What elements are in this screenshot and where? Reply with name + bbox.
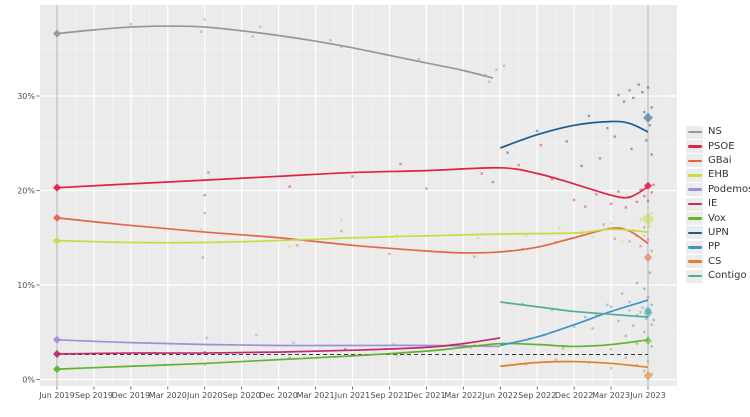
panel-background	[40, 5, 677, 386]
scatter-points-UPN	[506, 83, 653, 168]
legend-key	[686, 197, 703, 211]
legend-swatch-icon	[687, 260, 702, 263]
result-markers-Vox	[53, 336, 652, 374]
x-tick-label: Jun 2019	[38, 391, 74, 400]
scatter-points-PSOE	[203, 143, 655, 209]
legend-label: NS	[708, 126, 722, 138]
legend-label: CS	[708, 255, 722, 267]
legend-label: IE	[708, 198, 718, 210]
legend-item-CS: CS	[686, 255, 750, 269]
x-tick-label: Sep 2020	[223, 391, 261, 400]
trend-line-Contigo	[500, 301, 649, 318]
legend-swatch-icon	[687, 130, 702, 134]
result-markers-Contigo	[643, 308, 653, 318]
legend-key	[686, 140, 703, 154]
legend-key	[686, 154, 703, 168]
legend-label: Contigo	[708, 270, 747, 282]
result-markers-GBai	[53, 213, 653, 263]
x-tick-label: Mar 2021	[297, 391, 335, 400]
y-tick-label: 0%	[22, 375, 35, 384]
x-tick-label: Jun 2023	[629, 391, 665, 400]
x-tick-label: Mar 2020	[149, 391, 187, 400]
legend-item-UPN: UPN	[686, 226, 750, 240]
result-markers-EHB	[53, 212, 655, 245]
legend-item-PP: PP	[686, 240, 750, 254]
legend-swatch-icon	[687, 159, 702, 163]
x-tick-label: Dec 2022	[555, 391, 593, 400]
legend-key	[686, 212, 703, 226]
legend-label: Podemos	[708, 183, 750, 195]
trend-line-PSOE	[56, 166, 649, 199]
trend-line-CS	[500, 360, 649, 369]
trend-line-NS	[56, 25, 494, 79]
legend-item-NS: NS	[686, 125, 750, 139]
x-tick-label: Mar 2023	[592, 391, 630, 400]
trend-line-UPN	[499, 120, 649, 149]
legend-key	[686, 183, 703, 197]
x-tick-label: Sep 2022	[518, 391, 556, 400]
y-axis-labels: 0% 10% 20% 30%	[17, 92, 35, 384]
legend-label: UPN	[708, 226, 729, 238]
trend-line-IE	[56, 337, 501, 355]
x-tick-label: Jun 2022	[482, 391, 518, 400]
trend-line-PP	[500, 299, 649, 347]
election-date-lines	[56, 5, 649, 386]
x-tick-label: Dec 2019	[112, 391, 150, 400]
legend-label: Vox	[708, 212, 726, 224]
legend-swatch-icon	[687, 246, 702, 249]
legend-swatch-icon	[687, 274, 702, 278]
result-markers-Podemos	[53, 335, 61, 344]
legend-swatch-icon	[687, 231, 702, 235]
legend-item-PSOE: PSOE	[686, 139, 750, 154]
result-markers-PSOE	[53, 181, 652, 192]
legend-label: PP	[708, 241, 721, 253]
trend-line-GBai	[56, 217, 649, 254]
x-tick-label: Dec 2020	[259, 391, 297, 400]
y-tick-label: 10%	[17, 281, 35, 290]
legend-key	[686, 240, 703, 254]
trend-line-EHB	[56, 228, 649, 244]
x-tick-label: Mar 2022	[444, 391, 482, 400]
x-tick-label: Jun 2020	[186, 391, 222, 400]
legend-swatch-icon	[687, 217, 702, 220]
legend-key	[686, 226, 703, 240]
legend: NS PSOE GBai EHB Podemos IE Vox UPN PP CS Contigo	[686, 125, 750, 283]
legend-label: PSOE	[708, 140, 735, 152]
result-markers-NS	[53, 29, 61, 38]
result-markers-IE	[53, 349, 61, 358]
legend-key	[686, 125, 703, 139]
grid-minor	[40, 5, 677, 386]
legend-key	[686, 168, 703, 182]
legend-item-Contigo: Contigo	[686, 269, 750, 283]
legend-label: EHB	[708, 169, 729, 181]
legend-item-EHB: EHB	[686, 168, 750, 182]
legend-swatch-icon	[687, 188, 702, 192]
legend-swatch-icon	[687, 174, 702, 177]
axis-ticks	[36, 95, 649, 390]
result-markers-CS	[643, 371, 653, 381]
y-tick-label: 30%	[17, 92, 35, 101]
scatter-points-EHB	[199, 211, 653, 248]
legend-item-Podemos: Podemos	[686, 183, 750, 197]
x-tick-label: Jun 2021	[334, 391, 370, 400]
trend-line-Vox	[56, 338, 649, 370]
legend-key	[686, 269, 703, 283]
legend-key	[686, 255, 703, 269]
legend-item-Vox: Vox	[686, 211, 750, 226]
x-tick-label: Sep 2021	[370, 391, 408, 400]
legend-swatch-icon	[687, 145, 702, 148]
legend-swatch-icon	[687, 202, 702, 206]
y-tick-label: 20%	[17, 186, 35, 195]
trend-line-Podemos	[56, 338, 501, 348]
legend-label: GBai	[708, 154, 732, 166]
legend-item-IE: IE	[686, 197, 750, 211]
result-markers-UPN	[643, 112, 653, 123]
x-tick-label: Sep 2019	[75, 391, 113, 400]
legend-item-GBai: GBai	[686, 154, 750, 168]
x-tick-label: Dec 2021	[407, 391, 445, 400]
